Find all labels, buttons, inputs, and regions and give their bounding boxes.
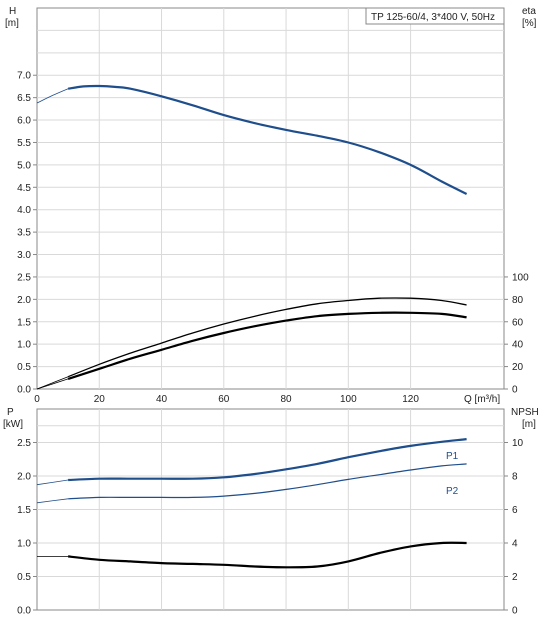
- upper-grid: [37, 8, 504, 389]
- y-right-unit: [%]: [522, 18, 537, 29]
- lower-grid: [37, 409, 504, 610]
- y-right-tick-label: 40: [512, 340, 524, 351]
- p-tick-label: 2.0: [17, 472, 31, 483]
- y-right-tick-label: 0: [512, 385, 518, 396]
- y-right-tick-label: 80: [512, 295, 524, 306]
- p2-label: P2: [446, 486, 459, 497]
- y-left-tick-label: 6.5: [17, 93, 31, 104]
- y-left-tick-label: 1.5: [17, 317, 31, 328]
- y-left-tick-label: 4.0: [17, 205, 31, 216]
- upper-curve-2-thin: [36, 378, 69, 390]
- y-right-tick-label: 20: [512, 362, 524, 373]
- x-tick-label: 20: [94, 394, 106, 405]
- npsh-tick-label: 0: [512, 606, 518, 617]
- p-axis-title: P: [7, 407, 14, 418]
- y-left-tick-label: 7.0: [17, 71, 31, 82]
- npsh-tick-label: 8: [512, 472, 518, 483]
- lower-curves: [36, 438, 467, 569]
- x-tick-label: 80: [281, 394, 293, 405]
- y-left-tick-label: 3.5: [17, 228, 31, 239]
- x-axis-label: Q [m³/h]: [464, 394, 500, 405]
- p-tick-label: 0.0: [17, 606, 31, 617]
- y-left-tick-label: 5.5: [17, 138, 31, 149]
- lower-curve-2: [67, 541, 467, 569]
- y-left-tick-label: 3.0: [17, 250, 31, 261]
- legend-box-text: TP 125-60/4, 3*400 V, 50Hz: [371, 12, 495, 23]
- upper-curve-0-thin: [36, 88, 69, 104]
- y-left-tick-label: 2.5: [17, 272, 31, 283]
- y-left-tick-label: 1.0: [17, 340, 31, 351]
- y-left-tick-label: 0.0: [17, 385, 31, 396]
- lower-curve-1: [68, 463, 467, 500]
- npsh-tick-label: 2: [512, 572, 518, 583]
- npsh-tick-label: 6: [512, 505, 518, 516]
- lower-ticks: 0.0 0.5 1.0 1.5 2.0 2.5 0 2 4 6 8 10: [17, 438, 523, 617]
- y-left-unit: [m]: [5, 18, 19, 29]
- lower-curve-0-thin: [36, 479, 69, 486]
- upper-plot-frame: [36, 7, 505, 390]
- y-left-tick-label: 0.5: [17, 362, 31, 373]
- p-tick-label: 2.5: [17, 438, 31, 449]
- npsh-axis-unit: [m]: [522, 419, 536, 430]
- x-tick-label: 120: [402, 394, 419, 405]
- x-tick-label: 100: [340, 394, 357, 405]
- x-tick-label: 60: [218, 394, 230, 405]
- y-left-title: H: [9, 6, 16, 17]
- y-right-title: eta: [522, 6, 536, 17]
- p-tick-label: 0.5: [17, 572, 31, 583]
- y-left-tick-label: 6.0: [17, 116, 31, 127]
- lower-curve-0: [68, 438, 467, 482]
- y-left-tick-label: 2.0: [17, 295, 31, 306]
- y-right-tick-label: 60: [512, 317, 524, 328]
- y-left-tick-label: 5.0: [17, 160, 31, 171]
- lower-curve-1-thin: [36, 498, 69, 504]
- upper-ticks: 0 20 40 60 80 100 120 0.0 0.5 1.0 1.5 2.0 2.5 3.0 3.5 4…: [17, 71, 529, 405]
- npsh-tick-label: 4: [512, 539, 518, 550]
- x-tick-label: 0: [34, 394, 40, 405]
- upper-curves: [36, 84, 468, 390]
- p-tick-label: 1.0: [17, 539, 31, 550]
- x-tick-label: 40: [156, 394, 168, 405]
- npsh-tick-label: 10: [512, 438, 524, 449]
- npsh-axis-title: NPSH: [511, 407, 539, 418]
- y-left-tick-label: 4.5: [17, 183, 31, 194]
- upper-curve-2: [67, 311, 467, 380]
- y-right-tick-label: 100: [512, 272, 529, 283]
- p-axis-unit: [kW]: [3, 419, 23, 430]
- upper-curve-1: [67, 297, 467, 378]
- legend-box: [365, 7, 505, 25]
- upper-curve-0: [67, 84, 468, 195]
- p1-label: P1: [446, 451, 459, 462]
- p-tick-label: 1.5: [17, 505, 31, 516]
